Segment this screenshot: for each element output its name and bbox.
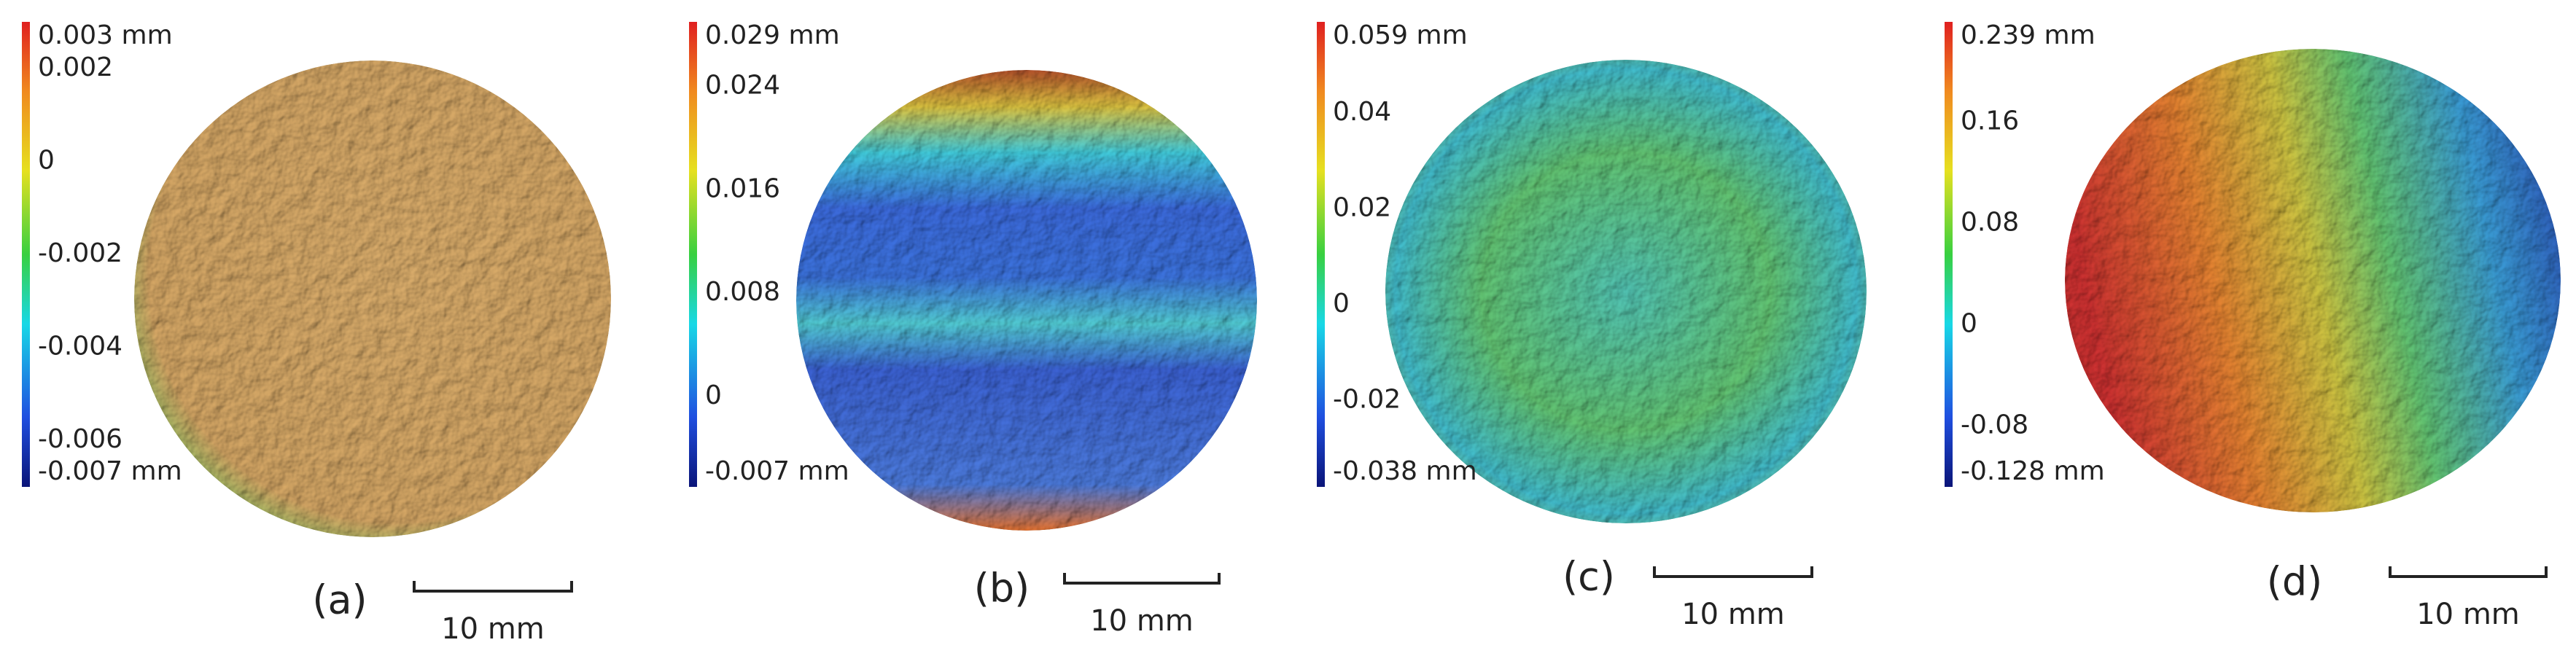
colorbar-tick-label: 0.16	[1961, 106, 2019, 136]
colorbar-tick-label: 0.239 mm	[1961, 20, 2096, 50]
colorbar-tick-label: -0.128 mm	[1961, 456, 2105, 486]
colorbar-tick-label: 0.029 mm	[705, 20, 840, 50]
colorbar-tick-label: 0.003 mm	[38, 20, 173, 50]
scale-bar-label: 10 mm	[441, 612, 545, 646]
colorbar-tick-label: -0.007 mm	[38, 456, 182, 486]
surface-d	[2065, 49, 2561, 512]
scale-bar	[413, 581, 573, 593]
scale-bar-label: 10 mm	[1681, 598, 1785, 631]
scale-bar	[2389, 566, 2548, 578]
scale-bar	[1653, 566, 1813, 578]
colorbar	[1317, 22, 1325, 487]
colorbar-tick-label: -0.007 mm	[705, 456, 849, 486]
colorbar-tick-label: 0.016	[705, 173, 780, 203]
colorbar-tick-label: 0.024	[705, 71, 780, 101]
surface-c	[1385, 60, 1867, 523]
colorbar-tick-label: 0	[1961, 308, 1977, 338]
scale-bar-label: 10 mm	[1090, 604, 1194, 638]
colorbar-tick-label: -0.02	[1333, 385, 1401, 415]
colorbar-tick-label: -0.08	[1961, 410, 2028, 440]
colorbar	[22, 22, 30, 487]
colorbar-tick-label: 0	[1333, 289, 1350, 319]
surface-a	[134, 60, 611, 537]
scale-bar	[1063, 573, 1221, 585]
colorbar-tick-label: -0.002	[38, 238, 122, 268]
panel-label: (d)	[2267, 559, 2322, 605]
colorbar-tick-label: 0.059 mm	[1333, 20, 1468, 50]
colorbar-tick-label: 0.002	[38, 52, 113, 82]
colorbar-tick-label: 0.02	[1333, 193, 1391, 223]
colorbar-tick-label: 0.008	[705, 277, 780, 307]
panel-label: (b)	[974, 566, 1030, 612]
colorbar-tick-label: 0	[705, 380, 722, 410]
surface-b	[796, 70, 1257, 531]
panel-label: (c)	[1563, 554, 1615, 600]
panel-label: (a)	[312, 577, 367, 623]
colorbar-tick-label: -0.004	[38, 332, 122, 362]
colorbar-tick-label: -0.006	[38, 424, 122, 454]
colorbar-tick-label: 0.08	[1961, 207, 2019, 237]
scale-bar-label: 10 mm	[2416, 598, 2520, 631]
colorbar-tick-label: 0	[38, 145, 55, 175]
colorbar	[1945, 22, 1953, 487]
colorbar-tick-label: -0.038 mm	[1333, 456, 1477, 486]
colorbar-tick-label: 0.04	[1333, 97, 1391, 127]
colorbar	[689, 22, 697, 487]
